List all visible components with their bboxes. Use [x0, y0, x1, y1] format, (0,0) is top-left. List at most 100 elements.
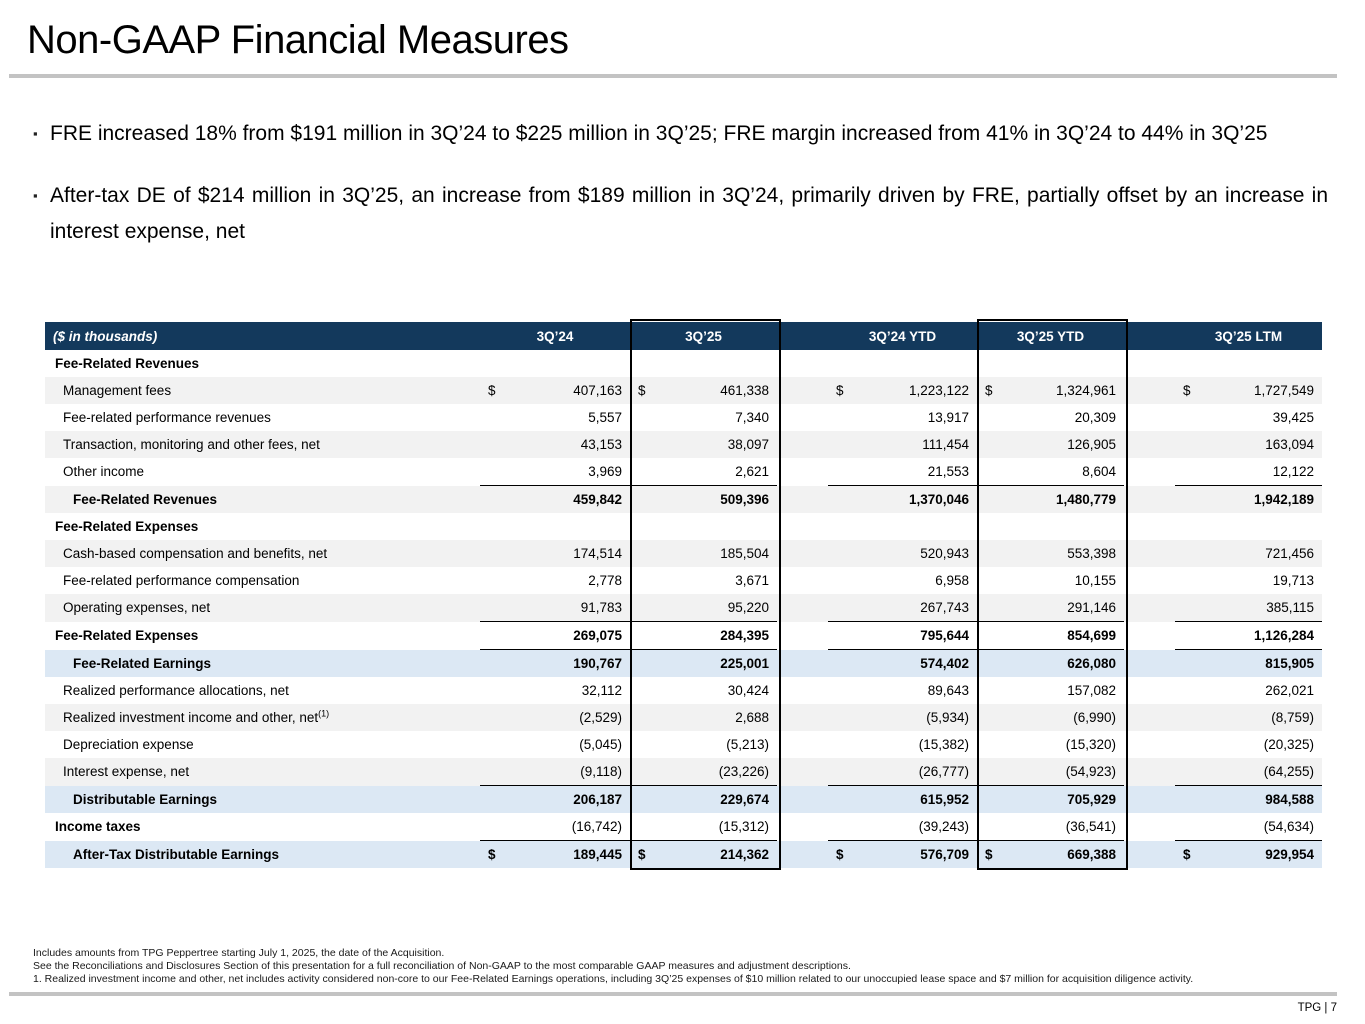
cell-value: (15,382) — [828, 731, 977, 758]
row-label: Interest expense, net — [45, 758, 480, 786]
table-row: Income taxes (16,742) (15,312) (39,243) (36,… — [45, 813, 1322, 841]
table-row: Fee-Related Revenues 459,842 509,396 1,370,… — [45, 485, 1322, 513]
cell-value: 385,115 — [1175, 594, 1322, 622]
cell-value: (64,255) — [1175, 758, 1322, 786]
cell-value: 95,220 — [630, 594, 777, 622]
column-gap — [777, 594, 828, 622]
column-header: 3Q’25 — [630, 322, 777, 350]
cell-value: $461,338 — [630, 377, 777, 404]
cell-value — [630, 350, 777, 377]
cell-value — [1175, 350, 1322, 377]
cell-value: 157,082 — [977, 677, 1124, 704]
cell-value: 190,767 — [480, 649, 630, 677]
row-label: Fee-Related Revenues — [45, 350, 480, 377]
column-gap — [777, 322, 828, 350]
cell-value: 1,370,046 — [828, 485, 977, 513]
bullet-item: After-tax DE of $214 million in 3Q’25, a… — [33, 178, 1328, 250]
row-label: Other income — [45, 458, 480, 486]
dollar-sign: $ — [985, 383, 993, 398]
cell-value: 185,504 — [630, 540, 777, 567]
column-header: 3Q’24 YTD — [828, 322, 977, 350]
row-label: Realized performance allocations, net — [45, 677, 480, 704]
cell-value: 262,021 — [1175, 677, 1322, 704]
cell-value: (23,226) — [630, 758, 777, 786]
cell-value: 10,155 — [977, 567, 1124, 594]
title-divider — [9, 74, 1337, 78]
cell-value: 30,424 — [630, 677, 777, 704]
cell-value: 6,958 — [828, 567, 977, 594]
row-label: Fee-Related Earnings — [45, 649, 480, 677]
cell-value: 206,187 — [480, 785, 630, 813]
cell-value: 815,905 — [1175, 649, 1322, 677]
cell-value: (2,529) — [480, 704, 630, 731]
column-gap — [1124, 758, 1175, 786]
row-label: Depreciation expense — [45, 731, 480, 758]
cell-value: 21,553 — [828, 458, 977, 486]
column-gap — [1124, 350, 1175, 377]
table-row: After-Tax Distributable Earnings $189,445… — [45, 840, 1322, 868]
cell-value: $929,954 — [1175, 840, 1322, 868]
cell-value: 2,778 — [480, 567, 630, 594]
column-gap — [777, 540, 828, 567]
cell-value: 854,699 — [977, 621, 1124, 650]
row-label: Fee-related performance compensation — [45, 567, 480, 594]
cell-value: 5,557 — [480, 404, 630, 431]
column-header: 3Q’24 — [480, 322, 630, 350]
cell-value — [828, 513, 977, 540]
row-label: Realized investment income and other, ne… — [45, 704, 480, 731]
cell-value: $189,445 — [480, 840, 630, 868]
cell-value: 615,952 — [828, 785, 977, 813]
column-gap — [777, 513, 828, 540]
dollar-sign: $ — [836, 847, 844, 862]
column-gap — [1124, 377, 1175, 404]
column-gap — [777, 731, 828, 758]
cell-value: 3,969 — [480, 458, 630, 486]
column-gap — [1124, 485, 1175, 513]
column-gap — [1124, 431, 1175, 458]
cell-value: 509,396 — [630, 485, 777, 513]
page-number: TPG | 7 — [1297, 1002, 1337, 1014]
row-label: Cash-based compensation and benefits, ne… — [45, 540, 480, 567]
cell-value: (9,118) — [480, 758, 630, 786]
row-label: Operating expenses, net — [45, 594, 480, 622]
column-gap — [777, 377, 828, 404]
cell-value: (6,990) — [977, 704, 1124, 731]
cell-value: $1,727,549 — [1175, 377, 1322, 404]
column-gap — [777, 649, 828, 677]
non-gaap-table: ($ in thousands) 3Q’24 3Q’25 3Q’24 YTD 3… — [45, 322, 1322, 868]
footer-divider — [9, 992, 1337, 996]
cell-value: (5,934) — [828, 704, 977, 731]
column-header: 3Q’25 YTD — [977, 322, 1124, 350]
cell-value: (15,320) — [977, 731, 1124, 758]
column-gap — [777, 704, 828, 731]
column-gap — [1124, 458, 1175, 486]
column-gap — [1124, 785, 1175, 813]
cell-value: (15,312) — [630, 813, 777, 841]
table-row: Realized investment income and other, ne… — [45, 704, 1322, 731]
cell-value: (36,541) — [977, 813, 1124, 841]
cell-value: 7,340 — [630, 404, 777, 431]
cell-value: 520,943 — [828, 540, 977, 567]
cell-value: (54,634) — [1175, 813, 1322, 841]
page-title: Non-GAAP Financial Measures — [27, 18, 569, 62]
column-gap — [1124, 704, 1175, 731]
cell-value: 3,671 — [630, 567, 777, 594]
cell-value: 984,588 — [1175, 785, 1322, 813]
cell-value: 225,001 — [630, 649, 777, 677]
cell-value: (16,742) — [480, 813, 630, 841]
dollar-sign: $ — [836, 383, 844, 398]
column-gap — [1124, 649, 1175, 677]
footnote: Includes amounts from TPG Peppertree sta… — [33, 947, 445, 959]
table-row: Distributable Earnings 206,187 229,674 615,… — [45, 785, 1322, 813]
cell-value: 20,309 — [977, 404, 1124, 431]
cell-value: 126,905 — [977, 431, 1124, 458]
dollar-sign: $ — [488, 383, 496, 398]
row-label: Fee-Related Expenses — [45, 513, 480, 540]
cell-value: 1,126,284 — [1175, 621, 1322, 650]
footnotes: Includes amounts from TPG Peppertree sta… — [33, 947, 1333, 986]
table-row: Other income 3,969 2,621 21,553 8,604 12,122 — [45, 458, 1322, 486]
cell-value: 32,112 — [480, 677, 630, 704]
row-label: After-Tax Distributable Earnings — [45, 840, 480, 868]
cell-value: 19,713 — [1175, 567, 1322, 594]
column-gap — [1124, 621, 1175, 650]
